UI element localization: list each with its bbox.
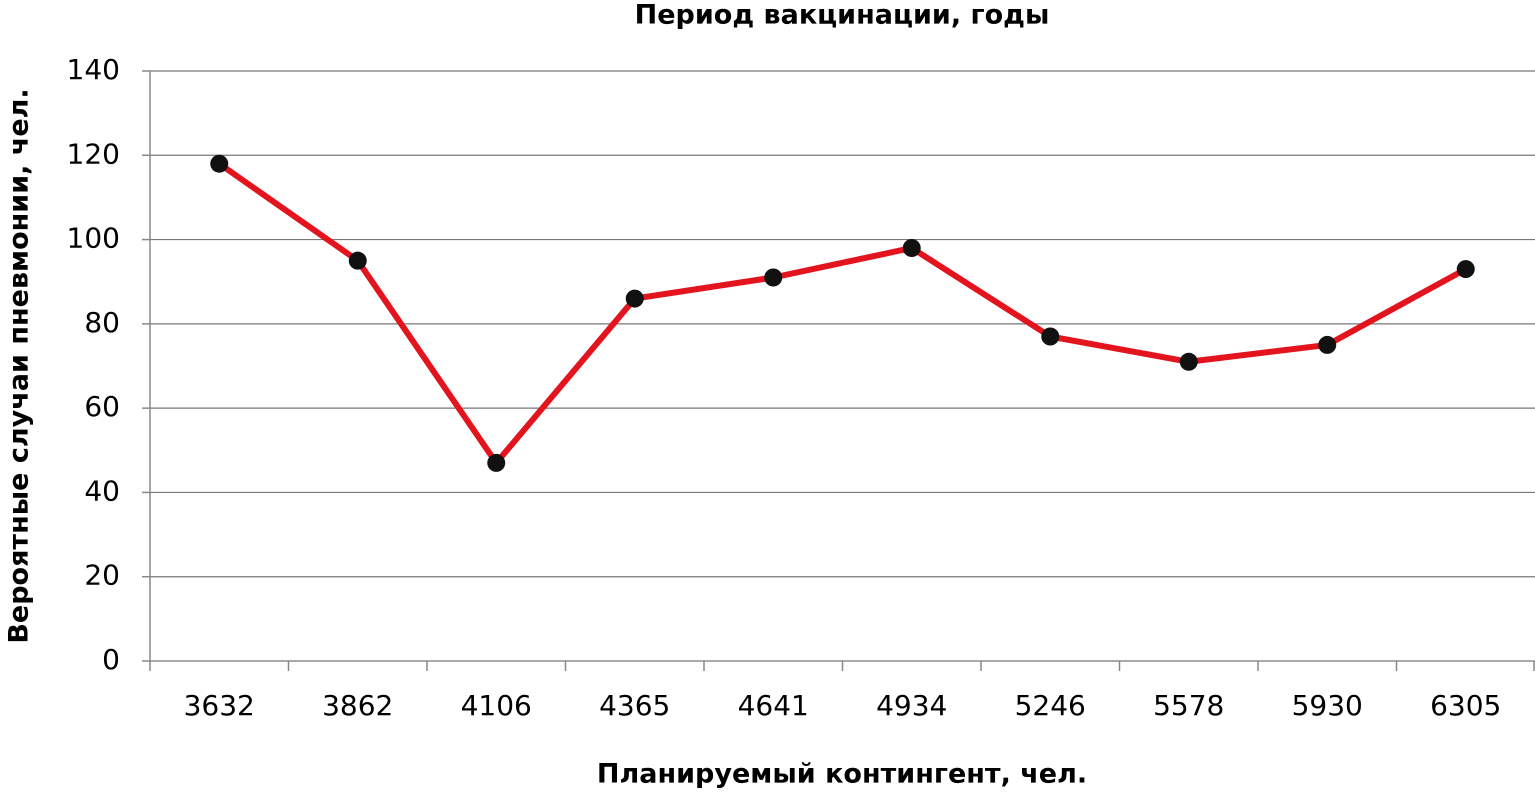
y-tick-label: 100 xyxy=(67,222,120,255)
x-tick-label: 6305 xyxy=(1430,689,1501,722)
x-tick-label: 5246 xyxy=(1015,689,1086,722)
x-tick-label: 3862 xyxy=(322,689,393,722)
marker xyxy=(348,251,367,270)
marker xyxy=(487,453,506,472)
x-tick-label: 3632 xyxy=(184,689,255,722)
y-tick-label: 80 xyxy=(84,306,120,339)
x-axis-label: Планируемый контингент, чел. xyxy=(597,759,1087,790)
x-tick-label: 5578 xyxy=(1153,689,1224,722)
x-tick-label: 4641 xyxy=(738,689,809,722)
y-axis-label: Вероятные случаи пневмонии, чел. xyxy=(4,88,35,643)
marker xyxy=(1456,260,1475,279)
line xyxy=(217,161,1468,466)
y-tick-label: 120 xyxy=(67,137,120,170)
marker xyxy=(764,268,783,287)
x-tick-label: 4365 xyxy=(599,689,670,722)
chart-title: Период вакцинации, годы xyxy=(635,0,1050,31)
marker xyxy=(902,239,921,257)
marker xyxy=(210,154,229,173)
y-tick-label: 0 xyxy=(102,643,120,676)
y-tick-label: 40 xyxy=(84,474,120,507)
x-tick-label: 5930 xyxy=(1292,689,1363,722)
y-tick-label: 20 xyxy=(84,559,120,592)
marker xyxy=(1179,352,1198,371)
marker xyxy=(1041,327,1060,346)
y-tick-label: 140 xyxy=(67,53,120,86)
marker xyxy=(1318,335,1337,354)
y-tick-label: 60 xyxy=(84,390,120,423)
x-tick-label: 4934 xyxy=(876,689,947,722)
x-tick-label: 4106 xyxy=(461,689,532,722)
marker xyxy=(625,289,644,308)
